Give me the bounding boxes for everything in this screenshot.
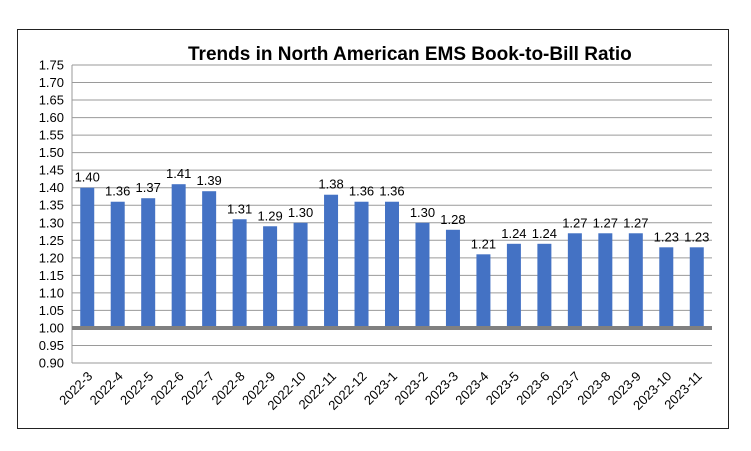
y-tick-label: 1.15 [39, 268, 64, 283]
data-label: 1.28 [440, 212, 465, 227]
x-tick-label: 2022-8 [209, 369, 248, 408]
y-tick-label: 1.30 [39, 215, 64, 230]
chart-frame [17, 29, 729, 429]
bar [171, 184, 186, 328]
data-label: 1.38 [318, 177, 343, 192]
y-tick-label: 0.95 [39, 338, 64, 353]
bar [232, 219, 247, 328]
y-tick-label: 1.00 [39, 320, 64, 335]
y-tick-label: 1.20 [39, 250, 64, 265]
y-tick-label: 1.60 [39, 110, 64, 125]
data-label: 1.36 [379, 184, 404, 199]
x-tick-label: 2023-1 [361, 369, 400, 408]
data-label: 1.36 [105, 184, 130, 199]
bar [141, 198, 156, 328]
data-label: 1.27 [562, 215, 587, 230]
bar [628, 233, 643, 328]
data-label: 1.27 [593, 215, 618, 230]
y-tick-label: 1.10 [39, 285, 64, 300]
bar [202, 191, 217, 328]
data-label: 1.27 [623, 215, 648, 230]
bar [476, 254, 491, 328]
y-tick-label: 1.50 [39, 145, 64, 160]
x-tick-label: 2023-2 [391, 369, 430, 408]
data-label: 1.36 [349, 184, 374, 199]
data-label: 1.39 [196, 173, 221, 188]
bar [537, 243, 552, 328]
y-tick-label: 1.25 [39, 233, 64, 248]
bar [598, 233, 613, 328]
x-tick-label: 2022-4 [87, 369, 126, 408]
bar [689, 247, 704, 328]
data-label: 1.37 [136, 180, 161, 195]
y-tick-label: 1.65 [39, 93, 64, 108]
data-label: 1.31 [227, 201, 252, 216]
data-label: 1.24 [501, 226, 526, 241]
data-label: 1.23 [684, 229, 709, 244]
y-tick-label: 1.70 [39, 75, 64, 90]
bar [263, 226, 278, 328]
bar [293, 222, 308, 328]
data-label: 1.21 [471, 236, 496, 251]
data-label: 1.23 [654, 229, 679, 244]
x-tick-label: 2023-5 [483, 369, 522, 408]
bar [324, 194, 339, 328]
x-tick-label: 2023-3 [422, 369, 461, 408]
x-tick-label: 2022-7 [178, 369, 217, 408]
bar [80, 187, 95, 328]
bar [506, 243, 521, 328]
x-tick-label: 2023-6 [513, 369, 552, 408]
y-tick-label: 1.40 [39, 180, 64, 195]
x-tick-label: 2023-7 [544, 369, 583, 408]
data-label: 1.40 [75, 170, 100, 185]
data-label: 1.24 [532, 226, 557, 241]
data-label: 1.41 [166, 166, 191, 181]
data-label: 1.30 [288, 205, 313, 220]
y-tick-label: 0.90 [39, 356, 64, 371]
y-tick-label: 1.35 [39, 198, 64, 213]
y-tick-label: 1.55 [39, 128, 64, 143]
bar [445, 229, 460, 328]
bar [567, 233, 582, 328]
bar [110, 201, 125, 328]
x-tick-label: 2023-8 [574, 369, 613, 408]
bar [659, 247, 674, 328]
chart-title: Trends in North American EMS Book-to-Bil… [188, 44, 632, 65]
y-tick-label: 1.45 [39, 163, 64, 178]
data-label: 1.29 [257, 208, 282, 223]
y-tick-label: 1.05 [39, 303, 64, 318]
x-tick-label: 2022-6 [148, 369, 187, 408]
data-label: 1.30 [410, 205, 435, 220]
x-tick-label: 2023-4 [452, 369, 491, 408]
bar [415, 222, 430, 328]
bar [385, 201, 399, 328]
x-tick-label: 2022-5 [117, 369, 156, 408]
bar [354, 201, 369, 328]
y-tick-label: 1.75 [39, 58, 64, 73]
x-tick-label: 2022-3 [56, 369, 95, 408]
